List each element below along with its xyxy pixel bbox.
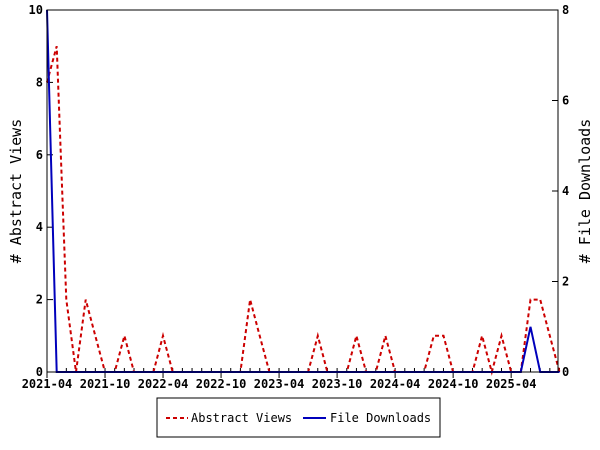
y2-tick-label: 4: [562, 184, 569, 198]
y-tick-label: 2: [36, 293, 43, 307]
y-tick-label: 0: [36, 365, 43, 379]
y2-tick-label: 0: [562, 365, 569, 379]
x-tick-label: 2022-10: [196, 377, 247, 391]
x-tick-label: 2022-04: [138, 377, 189, 391]
plot-frame: [46, 9, 559, 373]
x-tick-label: 2024-10: [428, 377, 479, 391]
legend-label-abstract-views: Abstract Views: [191, 411, 292, 425]
x-tick-label: 2024-04: [370, 377, 421, 391]
x-tick-label: 2025-04: [486, 377, 537, 391]
y-tick-label: 8: [36, 75, 43, 89]
y-tick-label: 4: [36, 220, 43, 234]
series-line-file-downloads: [46, 9, 560, 373]
y-tick-label: 6: [36, 148, 43, 162]
y-axis-label: # Abstract Views: [7, 119, 25, 264]
y2-tick-label: 8: [562, 3, 569, 17]
x-tick-label: 2023-10: [312, 377, 363, 391]
legend-label-file-downloads: File Downloads: [330, 411, 431, 425]
x-tick-label: 2021-10: [80, 377, 131, 391]
y-tick-label: 10: [29, 3, 43, 17]
series-line-abstract-views: [46, 45, 561, 376]
legend-box: [156, 397, 441, 438]
y2-tick-label: 2: [562, 275, 569, 289]
x-tick-label: 2021-04: [22, 377, 73, 391]
y2-tick-label: 6: [562, 94, 569, 108]
y2-axis-label: # File Downloads: [576, 119, 594, 264]
x-tick-label: 2023-04: [254, 377, 305, 391]
legend: Abstract Views File Downloads: [156, 397, 441, 438]
